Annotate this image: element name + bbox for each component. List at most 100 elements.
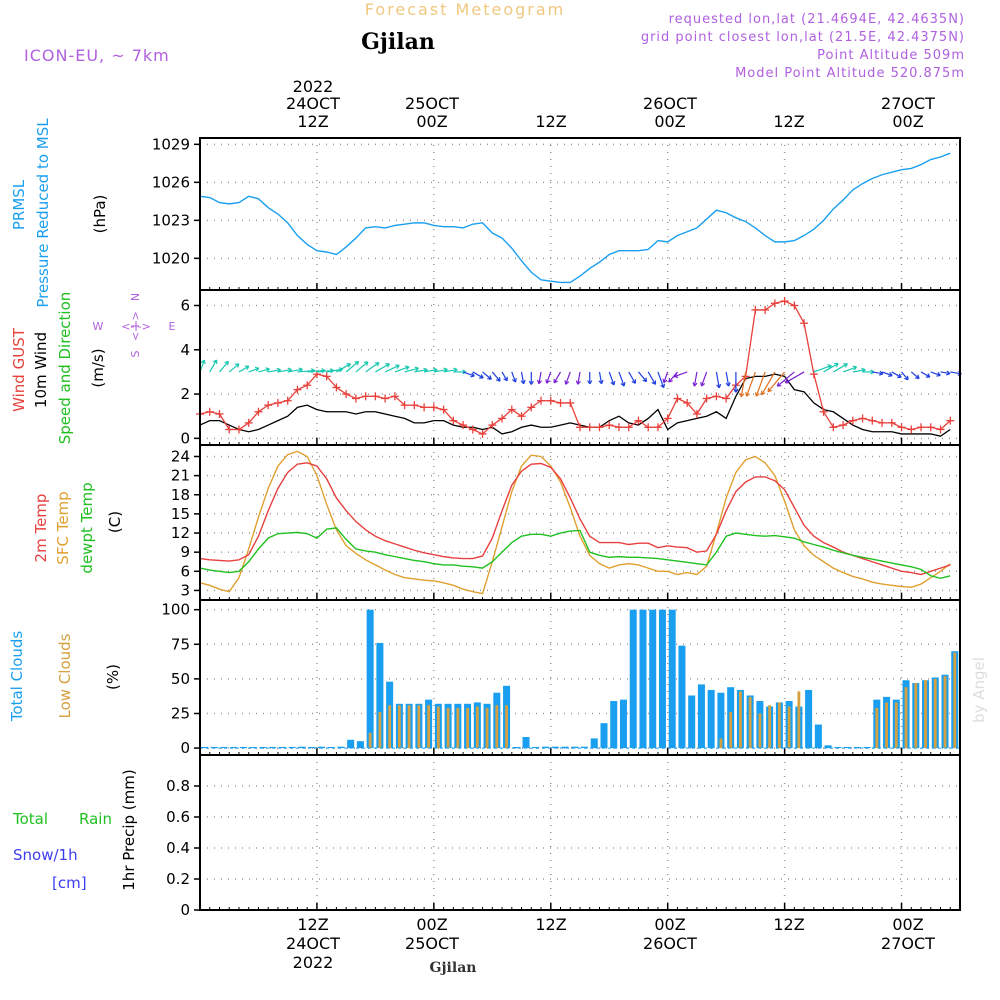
low-cloud-bar xyxy=(436,706,440,749)
total-cloud-bar xyxy=(844,746,852,749)
wind-direction-arrow xyxy=(414,369,428,373)
panel-wind: 0 2 4 6 xyxy=(180,289,962,447)
bottom-label-4: 12Z xyxy=(773,915,804,934)
total-cloud-bar xyxy=(298,746,306,749)
y-tick-label: 4 xyxy=(180,341,190,359)
bottom-label-0: 12Z 24OCT 2022 xyxy=(286,915,340,972)
total-cloud-bar xyxy=(658,609,666,749)
wind-direction-arrow xyxy=(842,366,857,373)
wind-arrow-head xyxy=(354,360,359,363)
low-cloud-bar xyxy=(397,705,401,749)
temp-grid xyxy=(200,445,960,600)
low-cloud-bar xyxy=(924,680,927,749)
bottom-label-line2: 24OCT xyxy=(286,934,340,953)
top-label-5: 27OCT 00Z xyxy=(881,94,935,131)
y-tick-label: 1026 xyxy=(152,173,190,191)
wind-arrow-head xyxy=(287,367,292,371)
total-cloud-bar xyxy=(337,746,345,749)
low-cloud-bar xyxy=(368,732,372,749)
total-cloud-bar xyxy=(347,739,355,749)
wind-arrow-head xyxy=(363,361,368,364)
y-tick-label: 0 xyxy=(180,739,190,757)
wind-direction-arrow xyxy=(511,371,517,383)
clouds-ticks: 0 25 50 75 100 xyxy=(161,601,951,757)
total-cloud-bar xyxy=(834,746,842,749)
wind-arrow-head xyxy=(414,366,419,369)
total-cloud-bar xyxy=(366,609,374,749)
low-cloud-bar xyxy=(739,691,742,749)
wind-direction-arrow xyxy=(663,371,669,383)
wind-direction-arrow xyxy=(553,371,562,384)
speed-direction-label: Speed and Direction xyxy=(56,292,74,445)
total-cloud-bar xyxy=(649,609,657,749)
wind-direction-arrow xyxy=(647,371,656,385)
wind-arrow-head xyxy=(471,372,475,377)
wind-arrow-head xyxy=(852,365,857,368)
wind-arrow-head xyxy=(718,383,722,389)
wind-direction-arrow xyxy=(577,371,581,385)
wind-arrow-head xyxy=(538,380,543,385)
wind-direction-arrow xyxy=(618,371,625,387)
total-cloud-bar xyxy=(249,746,257,749)
wind-arrow-head xyxy=(298,367,303,370)
wind-arrow-head xyxy=(498,377,501,382)
compass-north: N xyxy=(129,293,142,301)
total-cloud-bar xyxy=(853,746,861,749)
bottom-label-line1: 00Z xyxy=(892,915,923,934)
total-cloud-bar xyxy=(551,746,559,749)
total-cloud-bar xyxy=(230,746,238,749)
top-time-axis: 2022 24OCT 12Z 25OCT 00Z 12Z 26OCT 00Z 1… xyxy=(286,77,935,131)
precip-unit: 1hr Precip (mm) xyxy=(120,769,138,890)
temp-frame xyxy=(199,444,961,601)
wind-arrow-head xyxy=(265,367,270,370)
total-cloud-bar xyxy=(376,642,384,749)
wind-direction-arrow xyxy=(740,371,747,397)
low-cloud-bar xyxy=(729,712,733,749)
total-cloud-bar xyxy=(356,741,364,749)
wind-direction-arrow xyxy=(268,369,281,373)
total-clouds-label: Total Clouds xyxy=(8,631,26,723)
bottom-label-line2: 26OCT xyxy=(643,934,697,953)
y-tick-label: 24 xyxy=(171,447,190,465)
precip-panel-labels: Total Rain Snow/1h [cm] 1hr Precip (mm) xyxy=(12,769,138,892)
low-cloud-bar xyxy=(758,713,762,749)
total-cloud-bar xyxy=(308,746,316,749)
snow-label: Snow/1h xyxy=(13,846,78,864)
total-cloud-bar xyxy=(512,746,520,749)
wind-arrow-head xyxy=(777,384,782,387)
wind-arrow-head xyxy=(553,380,559,384)
wind-arrow-head xyxy=(613,380,616,386)
wind-direction-arrow xyxy=(443,368,458,373)
wind-direction-arrow xyxy=(745,371,756,397)
low-cloud-bar xyxy=(787,706,791,749)
total-cloud-bar xyxy=(824,745,832,749)
y-tick-label: 18 xyxy=(171,486,190,504)
wind-arrow-head xyxy=(663,379,668,384)
wind-series xyxy=(196,297,962,438)
low-cloud-bar xyxy=(407,705,411,749)
wind-arrow-head xyxy=(489,375,492,380)
wind-arrow-head xyxy=(200,359,205,364)
wind-direction-arrow xyxy=(674,371,688,378)
wind-arrow-head xyxy=(746,393,751,397)
total-cloud-bar xyxy=(522,737,530,749)
pressure-unit: (hPa) xyxy=(91,195,109,234)
t2m-line xyxy=(199,462,951,576)
top-label-0: 2022 24OCT 12Z xyxy=(286,77,340,131)
y-tick-label: 6 xyxy=(180,562,190,580)
y-tick-label: 0 xyxy=(180,429,190,447)
wind-arrow-head xyxy=(433,367,438,371)
total-cloud-bar xyxy=(210,746,218,749)
total-cloud-bar xyxy=(571,746,579,749)
compass-axis: <-I-> xyxy=(129,311,142,341)
low-cloud-bar xyxy=(894,702,898,749)
wind-direction-arrow xyxy=(238,365,250,373)
wind-arrow-head xyxy=(443,367,448,371)
wind-direction-arrow xyxy=(776,371,795,387)
top-label-line3: 12Z xyxy=(773,112,804,131)
prmsl-line xyxy=(199,152,951,284)
total-cloud-bar xyxy=(600,723,608,749)
low-cloud-bar xyxy=(904,687,908,749)
